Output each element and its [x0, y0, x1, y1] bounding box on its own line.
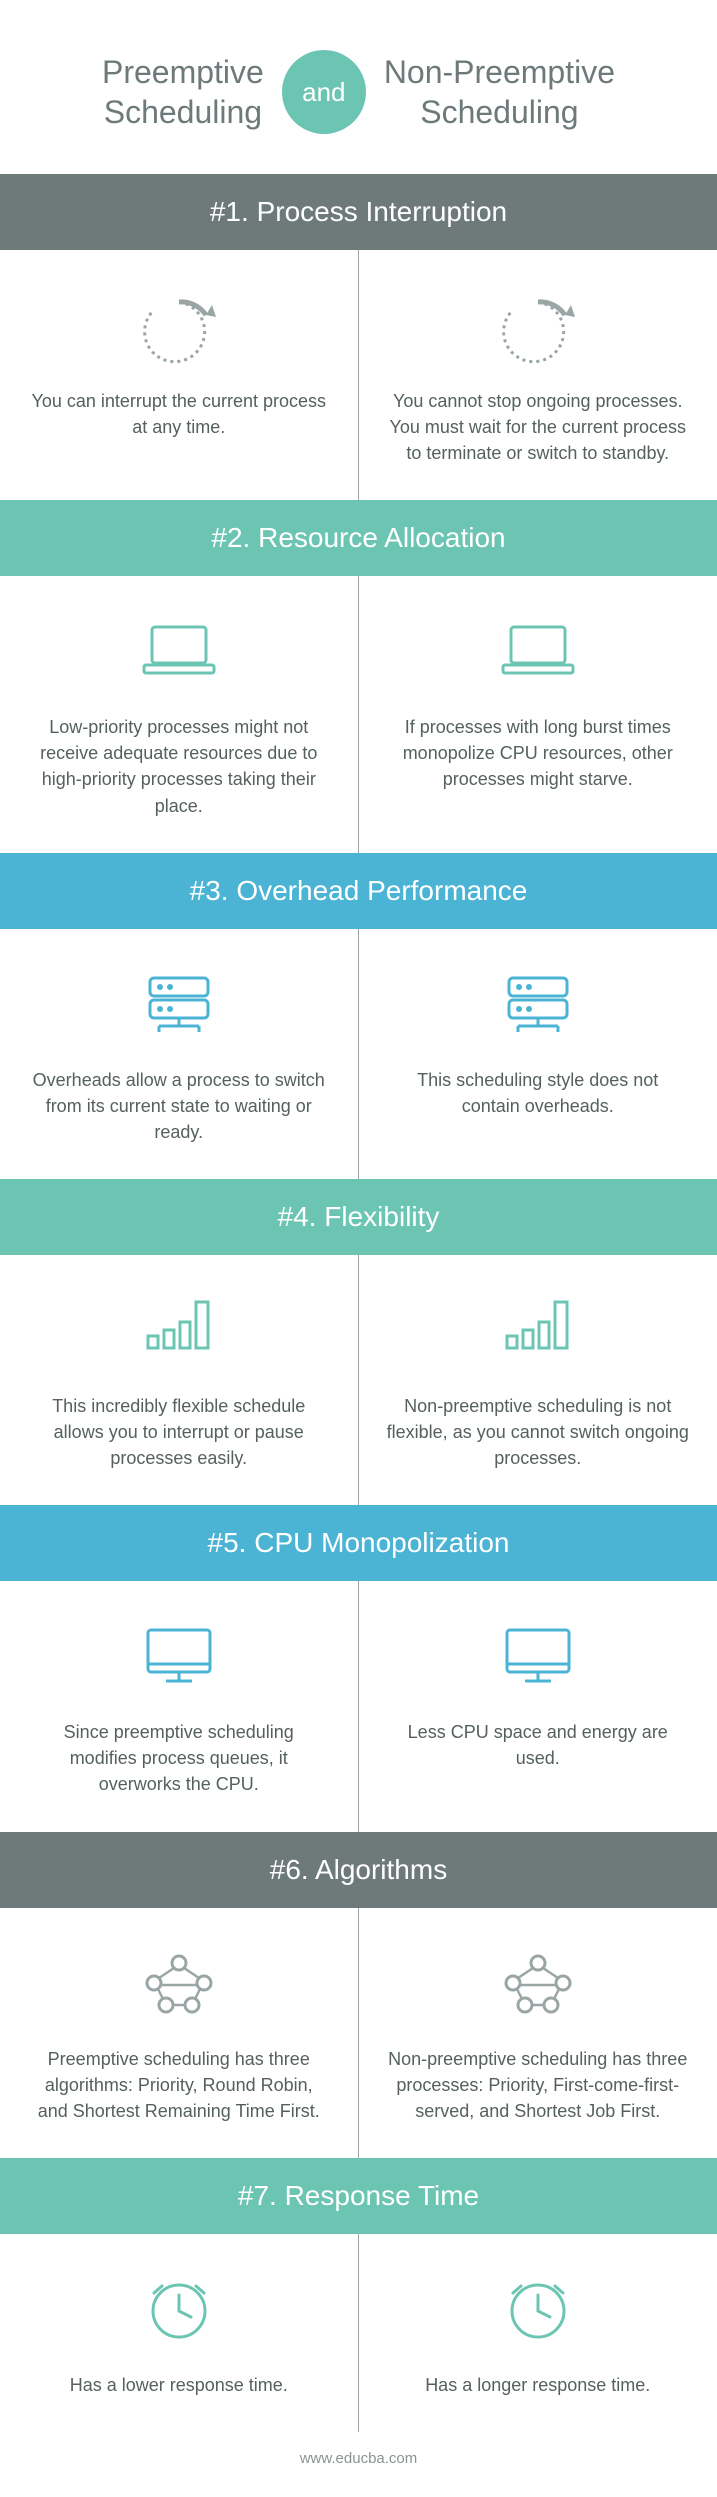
col-right: If processes with long burst times monop… [359, 576, 717, 852]
header: PreemptiveScheduling and Non-PreemptiveS… [0, 0, 717, 174]
section-header-2: #2. Resource Allocation [0, 500, 717, 576]
section-header-4: #4. Flexibility [0, 1179, 717, 1255]
comparison-row-1: You can interrupt the current process at… [0, 250, 717, 500]
comparison-row-2: Low-priority processes might not receive… [0, 576, 717, 852]
col-right: You cannot stop ongoing processes. You m… [359, 250, 717, 500]
col-text-right: This scheduling style does not contain o… [387, 1067, 690, 1119]
laptop-icon [387, 606, 690, 698]
col-left: Low-priority processes might not receive… [0, 576, 359, 852]
col-left: You can interrupt the current process at… [0, 250, 359, 500]
col-text-right: Has a longer response time. [387, 2372, 690, 2398]
server-icon [28, 959, 330, 1051]
col-left: This incredibly flexible schedule allows… [0, 1255, 359, 1505]
col-right: Non-preemptive scheduling has three proc… [359, 1908, 717, 2158]
comparison-row-6: Preemptive scheduling has three algorith… [0, 1908, 717, 2158]
col-text-right: Non-preemptive scheduling is not flexibl… [387, 1393, 690, 1471]
header-right-title: Non-PreemptiveScheduling [384, 52, 615, 132]
section-header-1: #1. Process Interruption [0, 174, 717, 250]
clock-icon [28, 2264, 330, 2356]
section-header-7: #7. Response Time [0, 2158, 717, 2234]
col-right: This scheduling style does not contain o… [359, 929, 717, 1179]
network-icon [387, 1938, 690, 2030]
col-right: Non-preemptive scheduling is not flexibl… [359, 1255, 717, 1505]
col-text-left: Since preemptive scheduling modifies pro… [28, 1719, 330, 1797]
section-header-5: #5. CPU Monopolization [0, 1505, 717, 1581]
col-right: Less CPU space and energy are used. [359, 1581, 717, 1831]
cycle-icon [28, 280, 330, 372]
footer-url: www.educba.com [0, 2432, 717, 2497]
comparison-row-3: Overheads allow a process to switch from… [0, 929, 717, 1179]
bars-icon [387, 1285, 690, 1377]
clock-icon [387, 2264, 690, 2356]
cycle-icon [387, 280, 690, 372]
header-left-title: PreemptiveScheduling [102, 52, 264, 132]
col-left: Preemptive scheduling has three algorith… [0, 1908, 359, 2158]
col-left: Has a lower response time. [0, 2234, 359, 2432]
col-right: Has a longer response time. [359, 2234, 717, 2432]
section-header-6: #6. Algorithms [0, 1832, 717, 1908]
col-text-right: Less CPU space and energy are used. [387, 1719, 690, 1771]
comparison-row-4: This incredibly flexible schedule allows… [0, 1255, 717, 1505]
col-text-left: This incredibly flexible schedule allows… [28, 1393, 330, 1471]
col-text-right: Non-preemptive scheduling has three proc… [387, 2046, 690, 2124]
col-left: Since preemptive scheduling modifies pro… [0, 1581, 359, 1831]
col-text-left: Low-priority processes might not receive… [28, 714, 330, 818]
server-icon [387, 959, 690, 1051]
section-header-3: #3. Overhead Performance [0, 853, 717, 929]
col-text-left: You can interrupt the current process at… [28, 388, 330, 440]
col-text-left: Has a lower response time. [28, 2372, 330, 2398]
col-text-left: Overheads allow a process to switch from… [28, 1067, 330, 1145]
comparison-row-7: Has a lower response time. Has a longer r… [0, 2234, 717, 2432]
network-icon [28, 1938, 330, 2030]
monitor-icon [28, 1611, 330, 1703]
monitor-icon [387, 1611, 690, 1703]
col-text-right: If processes with long burst times monop… [387, 714, 690, 792]
bars-icon [28, 1285, 330, 1377]
col-left: Overheads allow a process to switch from… [0, 929, 359, 1179]
and-badge: and [282, 50, 366, 134]
col-text-right: You cannot stop ongoing processes. You m… [387, 388, 690, 466]
laptop-icon [28, 606, 330, 698]
col-text-left: Preemptive scheduling has three algorith… [28, 2046, 330, 2124]
comparison-row-5: Since preemptive scheduling modifies pro… [0, 1581, 717, 1831]
